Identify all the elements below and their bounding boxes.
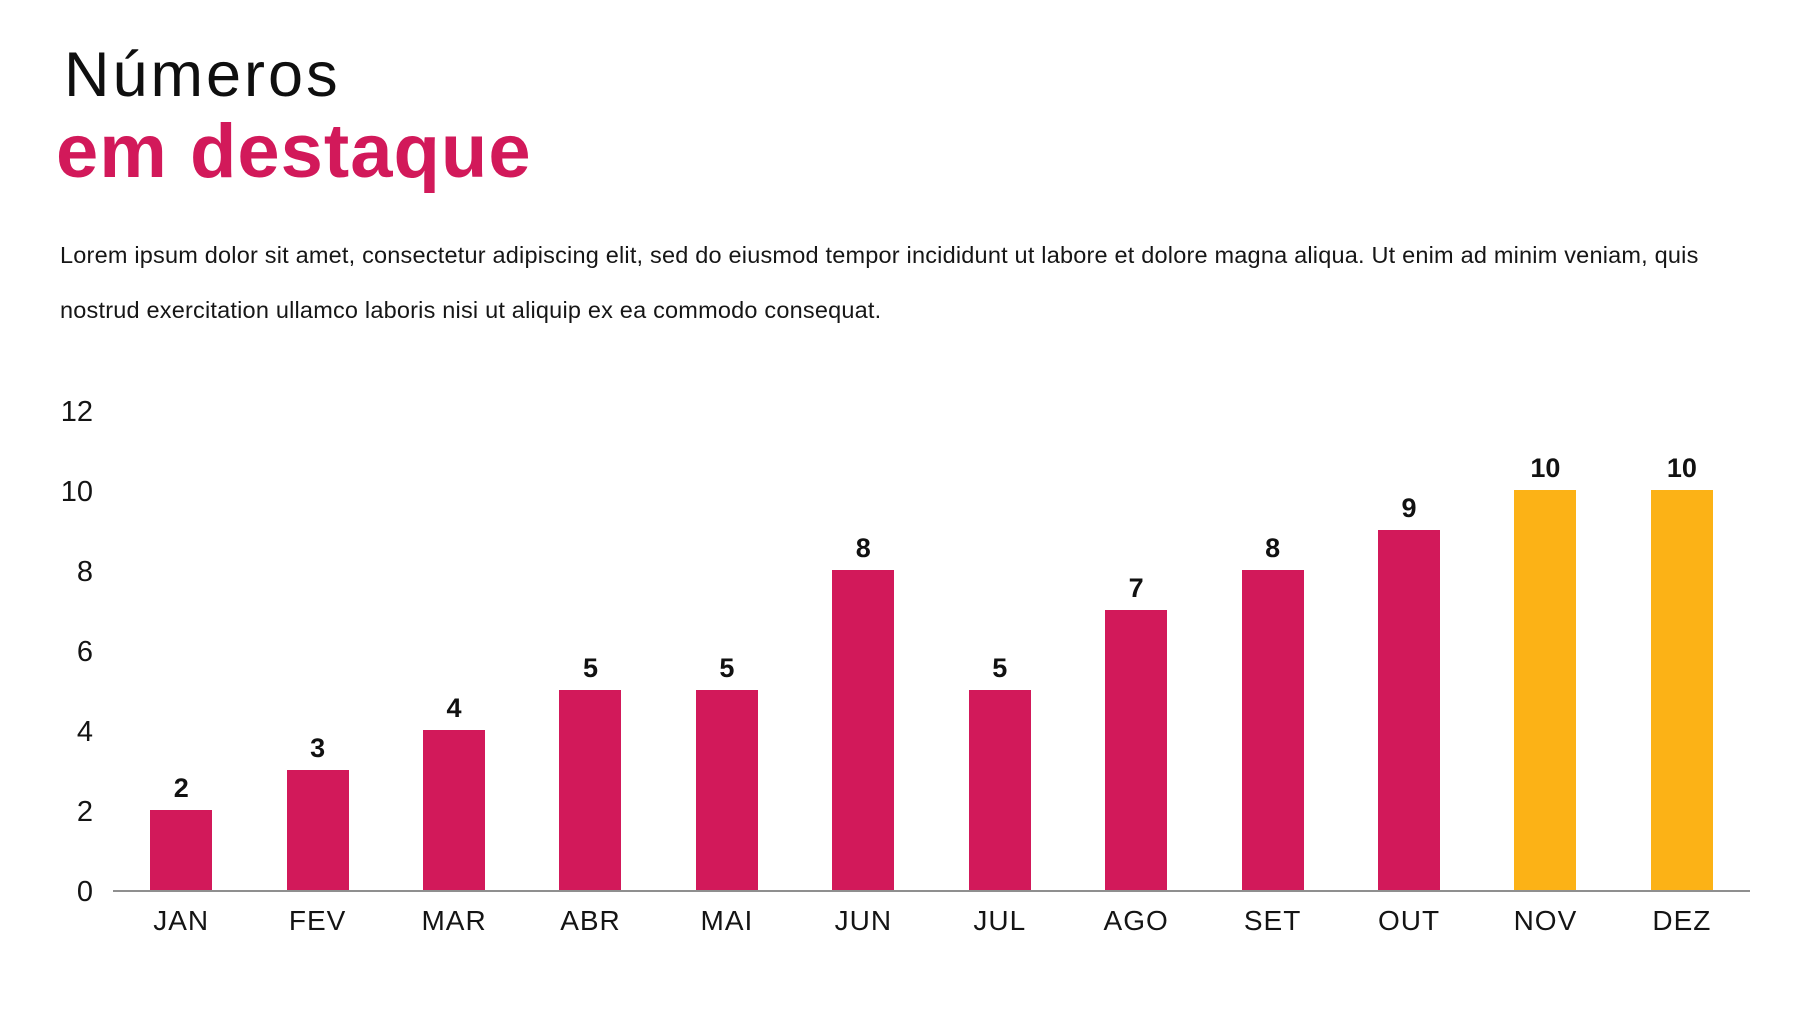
y-tick-label-6: 6 [76, 636, 93, 668]
bar-value-label-mai: 5 [719, 653, 735, 683]
month-label-dez: DEZ [1652, 905, 1712, 936]
bar-abr [559, 690, 622, 890]
bar-value-label-out: 9 [1401, 493, 1417, 523]
page-title-line1: Números [64, 40, 341, 110]
bar-column-mai: 5 [659, 400, 795, 890]
y-tick-label-12: 12 [60, 396, 93, 428]
bar-column-fev: 3 [249, 400, 385, 890]
bar-value-label-mar: 4 [446, 693, 462, 723]
bar-column-mar: 4 [386, 400, 522, 890]
bar-jan [150, 810, 213, 890]
bar-out [1378, 530, 1440, 890]
bar-value-label-ago: 7 [1128, 573, 1144, 603]
bar-value-label-jan: 2 [173, 773, 189, 803]
y-tick-label-0: 0 [76, 876, 93, 908]
y-tick-label-2: 2 [76, 796, 93, 828]
bar-value-label-set: 8 [1265, 533, 1281, 563]
month-label-set: SET [1243, 905, 1302, 936]
month-label-ago: AGO [1103, 905, 1169, 936]
bar-nov [1514, 490, 1577, 890]
bar-jul [968, 690, 1031, 890]
month-label-jan: JAN [153, 905, 210, 936]
bar-value-label-abr: 5 [582, 653, 598, 683]
bar-column-out: 9 [1341, 400, 1477, 890]
bar-column-ago: 7 [1068, 400, 1204, 890]
bar-value-label-jun: 8 [855, 533, 871, 563]
month-label-fev: FEV [288, 905, 347, 936]
bar-jun [832, 570, 895, 890]
x-axis-labels: JAN FEV MAR ABR MAI JUN JUL AGO SET OUT NOV DEZ [113, 905, 1750, 937]
month-label-mar: MAR [421, 905, 487, 936]
month-label-jun: JUN [834, 905, 893, 936]
month-label-abr: ABR [560, 905, 621, 936]
intro-paragraph: Lorem ipsum dolor sit amet, consectetur … [60, 242, 1699, 323]
bar-value-label-dez: 10 [1666, 453, 1697, 483]
bar-column-nov: 10 [1477, 400, 1613, 890]
bar-value-label-jul: 5 [992, 653, 1008, 683]
bar-ago [1105, 610, 1168, 890]
bar-column-set: 8 [1204, 400, 1340, 890]
page-title-line2: em destaque [56, 109, 532, 194]
bar-mai [695, 690, 758, 890]
plot-area: 2 3 4 5 5 8 5 7 8 9 10 10 [113, 400, 1750, 890]
bar-value-label-fev: 3 [310, 733, 326, 763]
y-tick-label-8: 8 [76, 556, 93, 588]
bar-mar [423, 730, 486, 890]
bar-column-jul: 5 [932, 400, 1068, 890]
month-label-nov: NOV [1513, 905, 1578, 936]
bar-column-jan: 2 [113, 400, 249, 890]
bar-column-abr: 5 [522, 400, 658, 890]
month-label-mai: MAI [700, 905, 754, 936]
bar-dez [1650, 490, 1713, 890]
x-axis-line [113, 890, 1750, 892]
bar-column-jun: 8 [795, 400, 931, 890]
month-label-out: OUT [1377, 905, 1441, 936]
bar-value-label-nov: 10 [1530, 453, 1561, 483]
y-tick-label-10: 10 [60, 476, 93, 508]
bar-set [1241, 570, 1304, 890]
bar-fev [286, 770, 349, 890]
bar-column-dez: 10 [1614, 400, 1750, 890]
y-tick-label-4: 4 [76, 716, 93, 748]
month-label-jul: JUL [973, 905, 1027, 936]
